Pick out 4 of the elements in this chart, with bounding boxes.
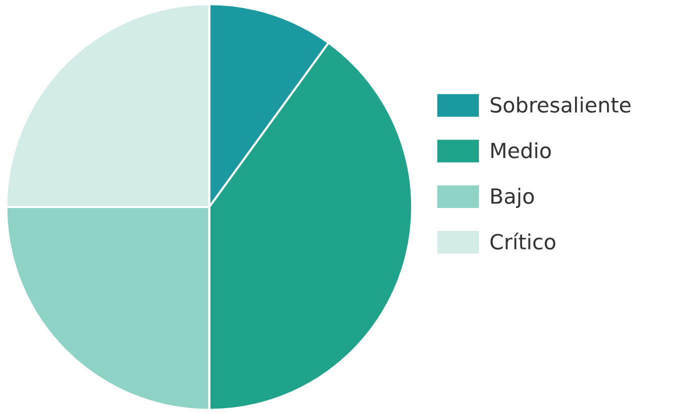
legend-label: Crítico [490, 232, 556, 250]
legend-label: Medio [491, 142, 551, 158]
legend-label: Bajo [491, 188, 534, 208]
legend-label: Sobresaliente [490, 96, 631, 113]
